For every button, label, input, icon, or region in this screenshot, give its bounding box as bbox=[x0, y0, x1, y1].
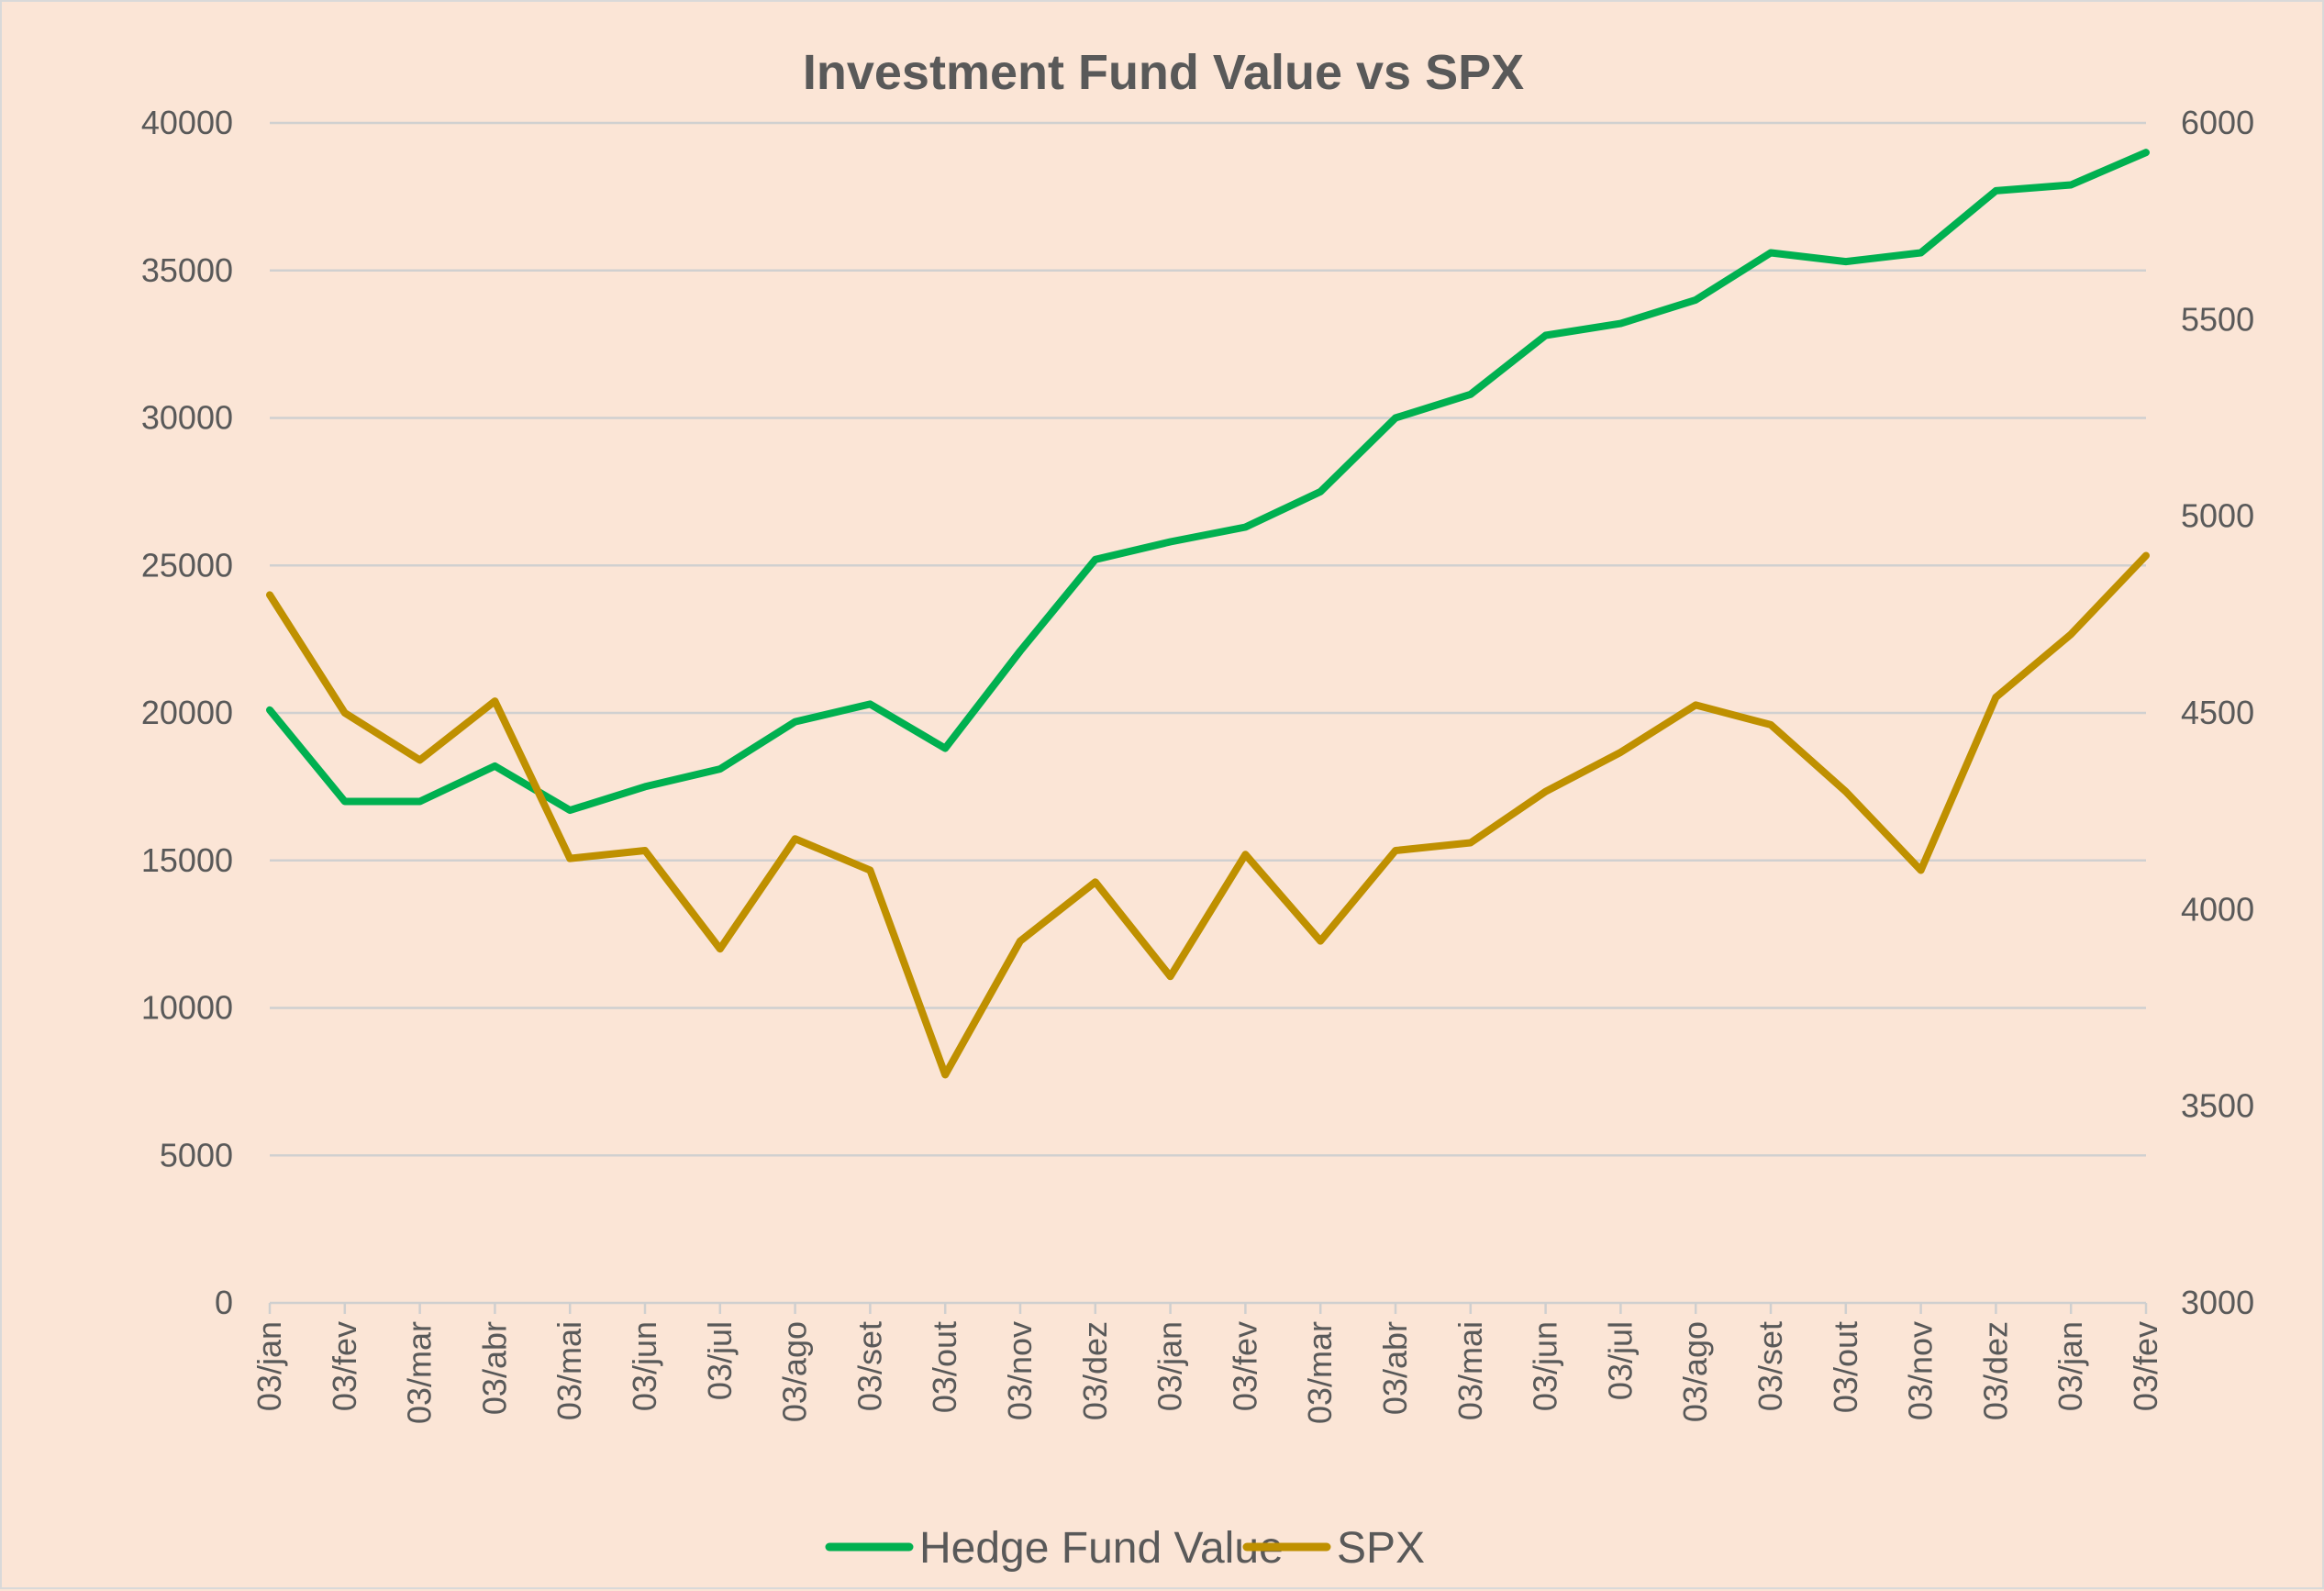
y-tick-label: 5000 bbox=[160, 1136, 233, 1174]
x-tick-label: 03/out bbox=[926, 1321, 963, 1413]
x-tick-label: 03/ago bbox=[776, 1321, 814, 1422]
y-tick-label: 15000 bbox=[141, 841, 233, 879]
y2-tick-label: 3000 bbox=[2181, 1284, 2254, 1321]
x-tick-label: 03/set bbox=[851, 1321, 888, 1411]
x-tick-label: 03/jul bbox=[701, 1321, 739, 1400]
series-lines bbox=[266, 149, 2150, 1079]
y-tick-label: 25000 bbox=[141, 546, 233, 584]
series-line-1 bbox=[266, 149, 2150, 815]
y-tick-label: 10000 bbox=[141, 989, 233, 1027]
x-tick-label: 03/mai bbox=[1451, 1321, 1489, 1420]
x-tick-label: 03/abr bbox=[475, 1321, 513, 1415]
y-tick-label: 30000 bbox=[141, 399, 233, 437]
x-tick-label: 03/jan bbox=[1151, 1321, 1189, 1411]
x-tick-label: 03/jul bbox=[1601, 1321, 1639, 1400]
x-tick-label: 03/mar bbox=[1301, 1321, 1339, 1424]
x-tick-label: 03/dez bbox=[1976, 1321, 2014, 1420]
x-tick-label: 03/out bbox=[1827, 1321, 1864, 1413]
axes: 0500010000150002000025000300003500040000… bbox=[141, 104, 2254, 1424]
x-tick-label: 03/nov bbox=[1001, 1321, 1039, 1420]
x-tick-label: 03/fev bbox=[2127, 1321, 2164, 1411]
y2-tick-label: 3500 bbox=[2181, 1087, 2254, 1125]
series-line-2 bbox=[266, 551, 2150, 1079]
gridlines bbox=[270, 121, 2146, 1157]
legend-item-1: Hedge Fund Value bbox=[825, 1524, 1284, 1573]
legend: Hedge Fund Value SPX bbox=[825, 1524, 1425, 1573]
y-tick-label: 35000 bbox=[141, 251, 233, 289]
legend-label: Hedge Fund Value bbox=[919, 1524, 1284, 1573]
x-tick-label: 03/ago bbox=[1676, 1321, 1714, 1422]
legend-label: SPX bbox=[1337, 1524, 1425, 1573]
x-tick-label: 03/set bbox=[1751, 1321, 1789, 1411]
y-tick-label: 0 bbox=[215, 1284, 233, 1321]
x-tick-label: 03/fev bbox=[326, 1321, 363, 1411]
x-tick-label: 03/mai bbox=[550, 1321, 588, 1420]
legend-item-2: SPX bbox=[1242, 1524, 1425, 1573]
x-tick-label: 03/mar bbox=[401, 1321, 439, 1424]
x-tick-label: 03/fev bbox=[1226, 1321, 1263, 1411]
x-tick-label: 03/dez bbox=[1076, 1321, 1114, 1420]
y2-tick-label: 5500 bbox=[2181, 300, 2254, 338]
y2-tick-label: 6000 bbox=[2181, 104, 2254, 141]
x-tick-label: 03/jan bbox=[250, 1321, 288, 1411]
x-tick-label: 03/jun bbox=[1527, 1321, 1564, 1411]
y2-tick-label: 5000 bbox=[2181, 497, 2254, 535]
y-tick-label: 20000 bbox=[141, 694, 233, 731]
y-tick-label: 40000 bbox=[141, 104, 233, 141]
x-tick-label: 03/nov bbox=[1902, 1321, 1940, 1420]
x-tick-label: 03/jun bbox=[626, 1321, 663, 1411]
chart-title: Investment Fund Value vs SPX bbox=[803, 45, 1524, 100]
y2-tick-label: 4500 bbox=[2181, 694, 2254, 731]
x-tick-label: 03/abr bbox=[1376, 1321, 1414, 1415]
y2-tick-label: 4000 bbox=[2181, 890, 2254, 928]
x-tick-label: 03/jan bbox=[2052, 1321, 2089, 1411]
